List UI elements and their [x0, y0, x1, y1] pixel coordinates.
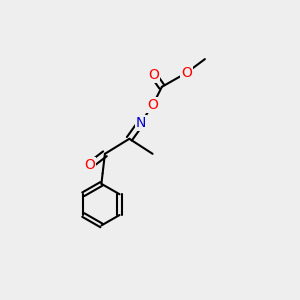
Text: O: O: [181, 66, 192, 80]
Text: O: O: [84, 158, 95, 172]
Text: O: O: [148, 68, 159, 82]
Text: N: N: [136, 116, 146, 130]
Text: O: O: [147, 98, 158, 112]
